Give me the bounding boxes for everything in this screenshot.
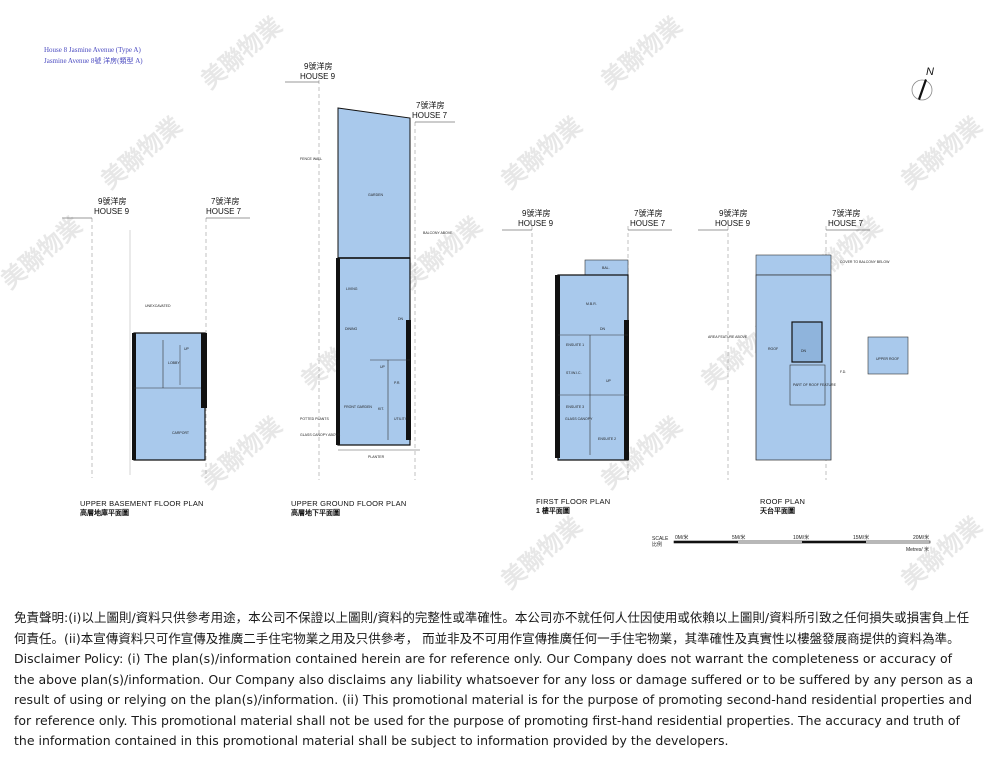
room-label: ST./W.I.C. <box>566 371 582 375</box>
room-label: GARDEN <box>368 193 383 197</box>
room-label: KIT. <box>378 407 384 411</box>
watermark: 美聯物業 <box>96 111 188 194</box>
room-label: UP <box>380 365 386 369</box>
watermark: 美聯物業 <box>896 511 986 594</box>
house-label: HOUSE 7 <box>412 111 448 120</box>
watermark: 美聯物業 <box>496 511 588 594</box>
header-line-2: Jasmine Avenue 8號 洋房(類型 A) <box>44 56 143 65</box>
watermark: 美聯物業 <box>0 211 87 294</box>
watermark: 美聯物業 <box>596 11 688 94</box>
roof-plan: ROOF UPPER ROOF DN COVER TO BALCONY BELO… <box>708 226 909 480</box>
house-label: 9號洋房 <box>719 208 747 218</box>
room-label: BAL. <box>602 266 610 270</box>
scale-label-zh: 比例 <box>652 541 662 548</box>
disclaimer: 免責聲明:(i)以上圖則/資料只供參考用途，本公司不保證以上圖則/資料的完整性或… <box>14 608 974 752</box>
room-label: DN <box>600 327 606 331</box>
scale-tick: 0M/米 <box>675 534 688 541</box>
house-label: 7號洋房 <box>634 208 662 218</box>
plan-title-zh: 1 樓平面圖 <box>536 506 570 515</box>
room-label: DINING <box>345 327 358 331</box>
room-label: FENCE WALL <box>300 157 322 161</box>
plan-title: UPPER GROUND FLOOR PLAN <box>291 499 406 508</box>
house-label: HOUSE 9 <box>94 207 130 216</box>
house-label: HOUSE 9 <box>715 219 751 228</box>
room-label: PLANTER <box>368 455 385 459</box>
header-line-1: House 8 Jasmine Avenue (Type A) <box>44 46 141 54</box>
room-label: DN <box>398 317 404 321</box>
upper-ground-plan: GARDEN LIVING DINING KIT. P.R. UTILITY F… <box>300 73 453 480</box>
room-label: CARPORT <box>172 431 190 435</box>
room-label: FRONT GARDEN <box>344 405 372 409</box>
house-label: 7號洋房 <box>416 100 444 110</box>
room-label: UPPER ROOF <box>876 357 899 361</box>
north-label: N <box>926 66 934 78</box>
room-label: GLASS CANOPY ABOVE <box>300 433 341 437</box>
room-label: GLASS CANOPY <box>565 417 593 421</box>
room-label: UTILITY <box>394 417 408 421</box>
watermark: 美聯物業 <box>496 111 588 194</box>
plan-title: ROOF PLAN <box>760 497 805 506</box>
disclaimer-en: Disclaimer Policy: (i) The plan(s)/infor… <box>14 651 974 748</box>
plan-title-zh: 天台平面圖 <box>760 506 795 515</box>
house-label: 9號洋房 <box>304 61 332 71</box>
house-label: HOUSE 7 <box>828 219 864 228</box>
scale-tick: 5M/米 <box>732 534 745 541</box>
room-label: COVER TO BALCONY BELOW <box>840 260 890 264</box>
plan-title-zh: 高層地下平面圖 <box>291 508 340 517</box>
watermark: 美聯物業 <box>196 11 288 94</box>
room-label: LOBBY <box>168 361 180 365</box>
room-label: UP <box>184 347 190 351</box>
watermark: 美聯物業 <box>896 111 986 194</box>
plan-titles: UPPER BASEMENT FLOOR PLAN 高層地庫平面圖 UPPER … <box>80 497 805 517</box>
room-label: LIVING <box>346 287 358 291</box>
room-label: PART OF ROOF FEATURE <box>793 383 837 387</box>
plan-title: UPPER BASEMENT FLOOR PLAN <box>80 499 204 508</box>
scale-label: SCALE <box>652 536 669 542</box>
watermark: 美聯物業 <box>196 411 288 494</box>
room-label: M.B.R. <box>586 302 597 306</box>
house-label: HOUSE 9 <box>518 219 554 228</box>
scale-tick: 15M/米 <box>853 534 869 541</box>
house-label: HOUSE 7 <box>630 219 666 228</box>
room-label: DN <box>801 349 807 353</box>
house-label: 7號洋房 <box>211 196 239 206</box>
room-label: UP <box>606 379 612 383</box>
scale-tick: 20M/米 <box>913 534 929 541</box>
room-label: F.D. <box>840 370 846 374</box>
room-label: AREA FEATURE ABOVE <box>708 335 748 339</box>
room-label: ENSUITE 1 <box>566 343 584 347</box>
floor-plan-drawing: 美聯物業 美聯物業 美聯物業 美聯物業 美聯物業 美聯物業 美聯物業 美聯物業 … <box>0 11 986 594</box>
plan-title-zh: 高層地庫平面圖 <box>80 508 129 517</box>
first-floor-plan: BAL. M.B.R. ENSUITE 1 ST./W.I.C. ENSUITE… <box>531 226 629 480</box>
room-label: POTTED PLANTS <box>300 417 329 421</box>
house-label: 9號洋房 <box>522 208 550 218</box>
room-label: UNEXCAVATED <box>145 304 171 308</box>
house-label: 7號洋房 <box>832 208 860 218</box>
room-label: BALCONY ABOVE <box>423 231 453 235</box>
room-label: P.R. <box>394 381 400 385</box>
room-label: ENSUITE 3 <box>566 405 584 409</box>
room-label: ROOF <box>768 347 778 351</box>
house-label: 9號洋房 <box>98 196 126 206</box>
upper-basement-plan: UNEXCAVATED LOBBY CARPORT UP <box>91 218 207 478</box>
plan-title: FIRST FLOOR PLAN <box>536 497 610 506</box>
scale-tick: 10M/米 <box>793 534 809 541</box>
scale-unit: Metres/ 米 <box>906 546 929 553</box>
house-label: HOUSE 7 <box>206 207 242 216</box>
scale-bar: SCALE 比例 0M/米 5M/米 10M/米 15M/米 20M/米 Met… <box>652 534 931 553</box>
north-arrow: N <box>911 66 934 101</box>
room-label: ENSUITE 2 <box>598 437 616 441</box>
house-label: HOUSE 9 <box>300 72 336 81</box>
disclaimer-zh: 免責聲明:(i)以上圖則/資料只供參考用途，本公司不保證以上圖則/資料的完整性或… <box>14 610 970 646</box>
house-labels: 9號洋房 HOUSE 9 7號洋房 HOUSE 7 9號洋房 HOUSE 9 7… <box>62 61 870 231</box>
